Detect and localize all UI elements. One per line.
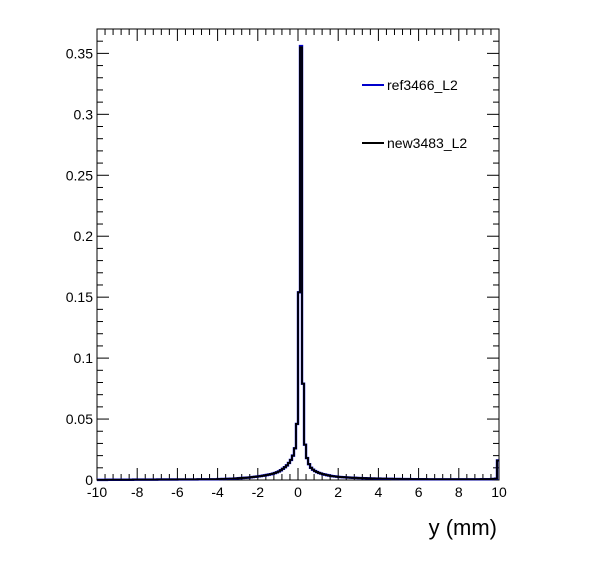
y-tick-labels: 0 0.05 0.1 0.15 0.2 0.25 0.3 0.35 bbox=[66, 45, 93, 488]
x-tick-label: -4 bbox=[211, 484, 224, 500]
x-tick-label: -8 bbox=[131, 484, 144, 500]
x-tick-label: 4 bbox=[375, 484, 383, 500]
legend: ref3466_L2 new3483_L2 bbox=[362, 77, 467, 151]
y-tick-label: 0.1 bbox=[74, 350, 94, 366]
x-tick-label: 8 bbox=[455, 484, 463, 500]
x-tick-label: -6 bbox=[171, 484, 184, 500]
y-tick-label: 0.3 bbox=[74, 106, 94, 122]
y-tick-label: 0.15 bbox=[66, 289, 93, 305]
y-tick-label: 0.05 bbox=[66, 411, 93, 427]
series-line-new3483 bbox=[97, 46, 499, 481]
x-tick-label: -2 bbox=[252, 484, 265, 500]
histogram-series bbox=[97, 44, 499, 482]
y-tick-label: 0.25 bbox=[66, 167, 93, 183]
y-tick-label: 0.35 bbox=[66, 45, 93, 61]
x-tick-label: 6 bbox=[415, 484, 423, 500]
y-tick-label: 0 bbox=[85, 472, 93, 488]
x-tick-label: -10 bbox=[87, 484, 107, 500]
x-tick-label: 10 bbox=[491, 484, 507, 500]
x-axis-title: y (mm) bbox=[429, 515, 497, 540]
legend-label-new3483: new3483_L2 bbox=[387, 135, 467, 151]
x-tick-label: 0 bbox=[294, 484, 302, 500]
legend-label-ref3466: ref3466_L2 bbox=[387, 77, 458, 93]
x-tick-label: 2 bbox=[334, 484, 342, 500]
y-tick-label: 0.2 bbox=[74, 228, 94, 244]
x-tick-labels: -10 -8 -6 -4 -2 0 2 4 6 8 10 bbox=[87, 484, 507, 500]
